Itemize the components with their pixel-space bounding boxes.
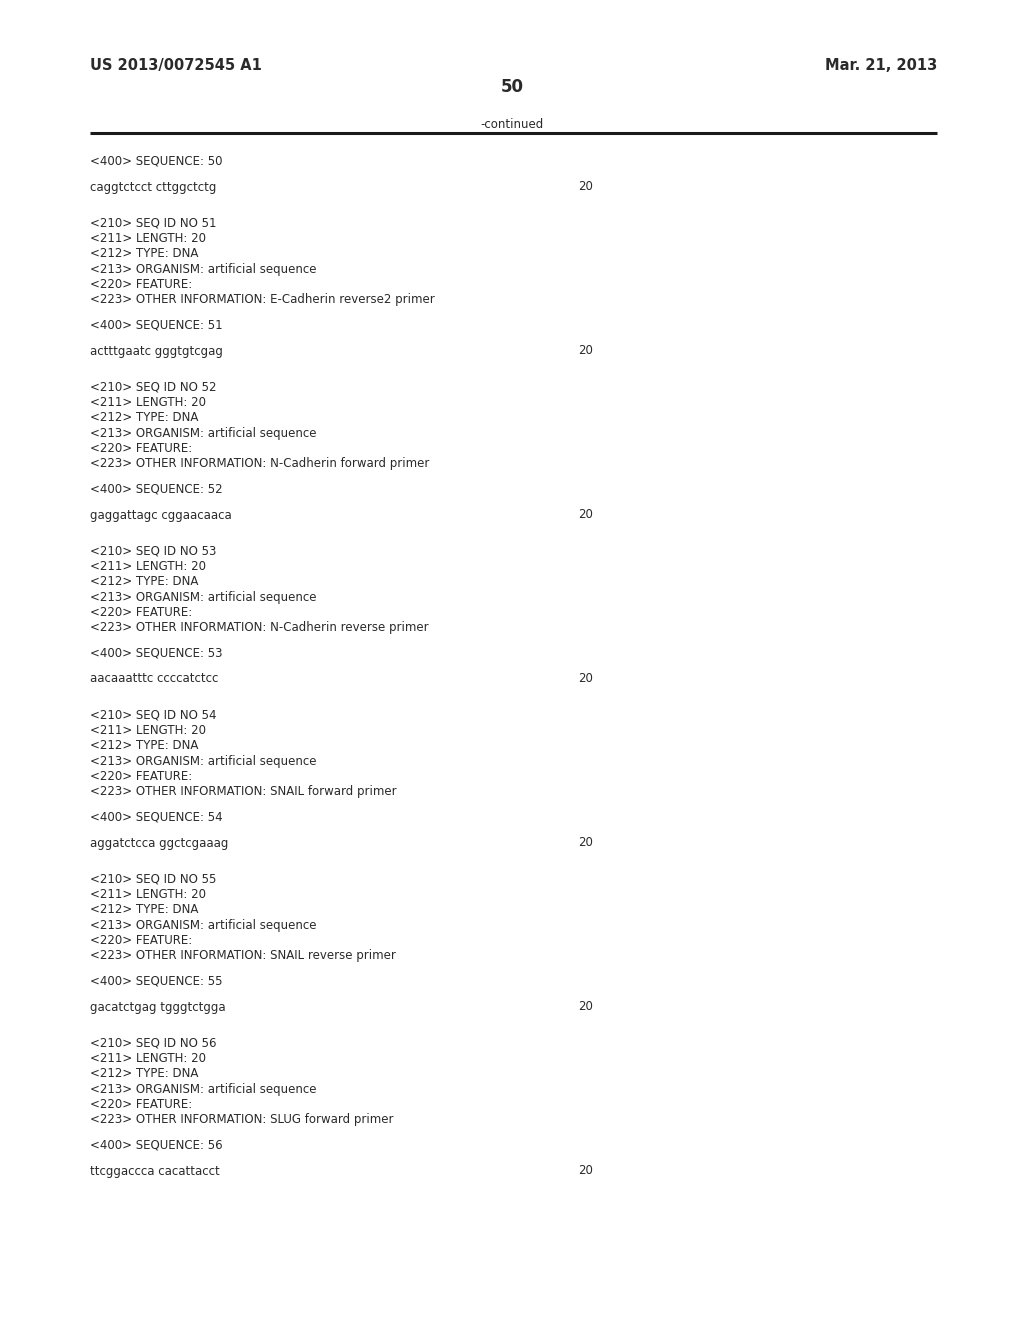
Text: gaggattagc cggaacaaca: gaggattagc cggaacaaca (90, 508, 231, 521)
Text: <220> FEATURE:: <220> FEATURE: (90, 606, 193, 619)
Text: <213> ORGANISM: artificial sequence: <213> ORGANISM: artificial sequence (90, 426, 316, 440)
Text: <400> SEQUENCE: 50: <400> SEQUENCE: 50 (90, 154, 222, 168)
Text: <210> SEQ ID NO 53: <210> SEQ ID NO 53 (90, 544, 216, 557)
Text: <213> ORGANISM: artificial sequence: <213> ORGANISM: artificial sequence (90, 263, 316, 276)
Text: <400> SEQUENCE: 54: <400> SEQUENCE: 54 (90, 810, 223, 824)
Text: <213> ORGANISM: artificial sequence: <213> ORGANISM: artificial sequence (90, 755, 316, 767)
Text: actttgaatc gggtgtcgag: actttgaatc gggtgtcgag (90, 345, 223, 358)
Text: gacatctgag tgggtctgga: gacatctgag tgggtctgga (90, 1001, 225, 1014)
Text: 50: 50 (501, 78, 523, 96)
Text: <223> OTHER INFORMATION: N-Cadherin reverse primer: <223> OTHER INFORMATION: N-Cadherin reve… (90, 622, 429, 635)
Text: 20: 20 (579, 672, 594, 685)
Text: <210> SEQ ID NO 52: <210> SEQ ID NO 52 (90, 380, 217, 393)
Text: <212> TYPE: DNA: <212> TYPE: DNA (90, 739, 199, 752)
Text: <211> LENGTH: 20: <211> LENGTH: 20 (90, 1052, 206, 1064)
Text: 20: 20 (579, 1164, 594, 1177)
Text: <220> FEATURE:: <220> FEATURE: (90, 935, 193, 946)
Text: <211> LENGTH: 20: <211> LENGTH: 20 (90, 396, 206, 408)
Text: <220> FEATURE:: <220> FEATURE: (90, 279, 193, 290)
Text: <220> FEATURE:: <220> FEATURE: (90, 770, 193, 783)
Text: <210> SEQ ID NO 56: <210> SEQ ID NO 56 (90, 1036, 217, 1049)
Text: <213> ORGANISM: artificial sequence: <213> ORGANISM: artificial sequence (90, 1082, 316, 1096)
Text: <223> OTHER INFORMATION: SLUG forward primer: <223> OTHER INFORMATION: SLUG forward pr… (90, 1114, 393, 1126)
Text: <211> LENGTH: 20: <211> LENGTH: 20 (90, 560, 206, 573)
Text: 20: 20 (579, 837, 594, 850)
Text: caggtctcct cttggctctg: caggtctcct cttggctctg (90, 181, 216, 194)
Text: <223> OTHER INFORMATION: N-Cadherin forward primer: <223> OTHER INFORMATION: N-Cadherin forw… (90, 458, 429, 470)
Text: <220> FEATURE:: <220> FEATURE: (90, 1098, 193, 1111)
Text: <212> TYPE: DNA: <212> TYPE: DNA (90, 1067, 199, 1080)
Text: <210> SEQ ID NO 54: <210> SEQ ID NO 54 (90, 708, 217, 721)
Text: <223> OTHER INFORMATION: E-Cadherin reverse2 primer: <223> OTHER INFORMATION: E-Cadherin reve… (90, 293, 435, 306)
Text: <400> SEQUENCE: 53: <400> SEQUENCE: 53 (90, 647, 222, 660)
Text: <400> SEQUENCE: 51: <400> SEQUENCE: 51 (90, 319, 223, 333)
Text: 20: 20 (579, 1001, 594, 1014)
Text: <213> ORGANISM: artificial sequence: <213> ORGANISM: artificial sequence (90, 919, 316, 932)
Text: ttcggaccca cacattacct: ttcggaccca cacattacct (90, 1164, 220, 1177)
Text: US 2013/0072545 A1: US 2013/0072545 A1 (90, 58, 262, 73)
Text: <211> LENGTH: 20: <211> LENGTH: 20 (90, 887, 206, 900)
Text: <400> SEQUENCE: 56: <400> SEQUENCE: 56 (90, 1139, 223, 1152)
Text: Mar. 21, 2013: Mar. 21, 2013 (824, 58, 937, 73)
Text: <210> SEQ ID NO 51: <210> SEQ ID NO 51 (90, 216, 217, 228)
Text: <400> SEQUENCE: 52: <400> SEQUENCE: 52 (90, 483, 223, 496)
Text: <212> TYPE: DNA: <212> TYPE: DNA (90, 576, 199, 587)
Text: 20: 20 (579, 508, 594, 521)
Text: aacaaatttc ccccatctcc: aacaaatttc ccccatctcc (90, 672, 218, 685)
Text: <210> SEQ ID NO 55: <210> SEQ ID NO 55 (90, 873, 216, 884)
Text: <400> SEQUENCE: 55: <400> SEQUENCE: 55 (90, 975, 222, 987)
Text: <223> OTHER INFORMATION: SNAIL reverse primer: <223> OTHER INFORMATION: SNAIL reverse p… (90, 949, 396, 962)
Text: -continued: -continued (480, 117, 544, 131)
Text: <212> TYPE: DNA: <212> TYPE: DNA (90, 411, 199, 424)
Text: <211> LENGTH: 20: <211> LENGTH: 20 (90, 231, 206, 244)
Text: <212> TYPE: DNA: <212> TYPE: DNA (90, 903, 199, 916)
Text: <211> LENGTH: 20: <211> LENGTH: 20 (90, 723, 206, 737)
Text: <220> FEATURE:: <220> FEATURE: (90, 442, 193, 455)
Text: 20: 20 (579, 181, 594, 194)
Text: aggatctcca ggctcgaaag: aggatctcca ggctcgaaag (90, 837, 228, 850)
Text: <213> ORGANISM: artificial sequence: <213> ORGANISM: artificial sequence (90, 590, 316, 603)
Text: <212> TYPE: DNA: <212> TYPE: DNA (90, 247, 199, 260)
Text: <223> OTHER INFORMATION: SNAIL forward primer: <223> OTHER INFORMATION: SNAIL forward p… (90, 785, 396, 799)
Text: 20: 20 (579, 345, 594, 358)
